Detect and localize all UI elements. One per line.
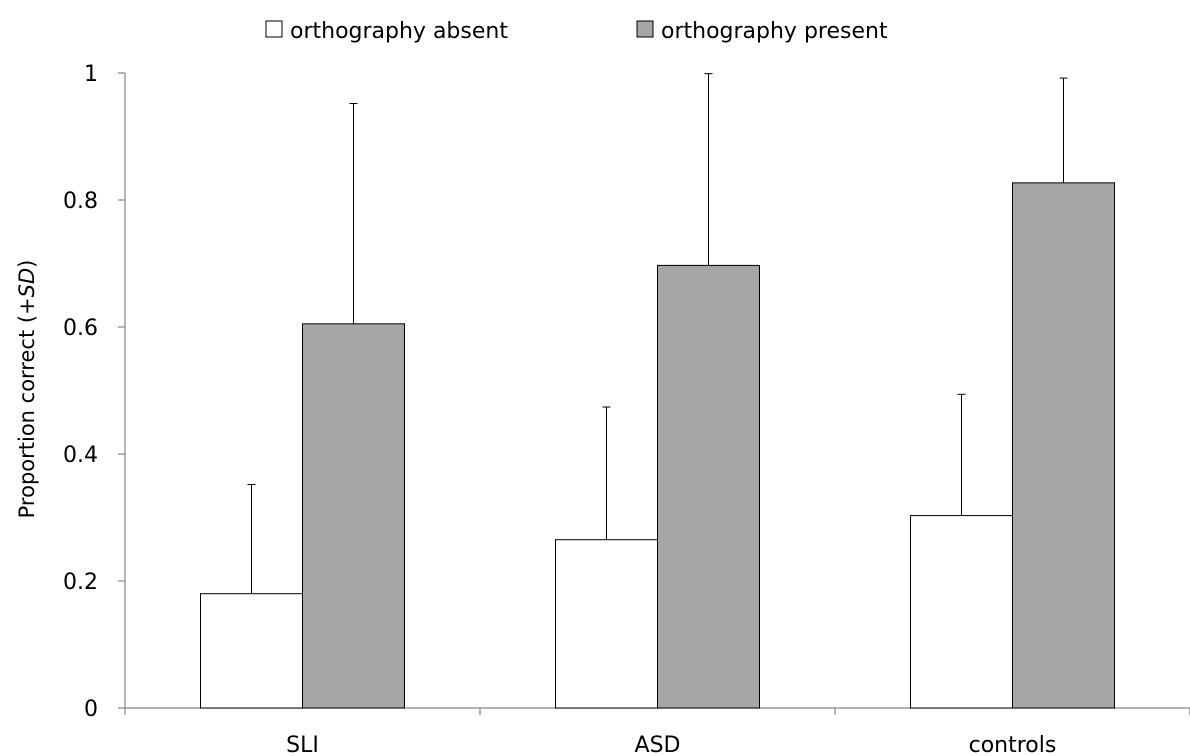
bars: [201, 183, 1115, 708]
y-tick-label: 0: [84, 697, 98, 722]
legend-label: orthography present: [661, 19, 888, 44]
y-axis: 0 0.2 0.4 0.6 0.8 1: [63, 62, 125, 722]
bar: [201, 594, 303, 708]
x-tick-label: SLI: [286, 733, 319, 756]
y-tick-label: 0.2: [63, 570, 98, 595]
legend-label: orthography absent: [290, 19, 508, 44]
y-axis-label: Proportion correct (+SD): [15, 260, 39, 519]
bar: [303, 324, 405, 708]
bar: [911, 516, 1013, 708]
bar: [658, 265, 760, 708]
x-tick-label: ASD: [635, 733, 681, 756]
x-axis: SLI ASD controls: [125, 708, 1190, 756]
legend: orthography absent orthography present: [266, 19, 888, 44]
bar: [1013, 183, 1115, 708]
y-tick-label: 0.4: [63, 443, 98, 468]
y-tick-label: 0.6: [63, 316, 98, 341]
legend-swatch: [266, 21, 282, 37]
legend-swatch: [637, 21, 653, 37]
y-tick-label: 0.8: [63, 189, 98, 214]
y-tick-label: 1: [84, 62, 98, 87]
bar: [556, 540, 658, 708]
x-tick-label: controls: [969, 733, 1057, 756]
